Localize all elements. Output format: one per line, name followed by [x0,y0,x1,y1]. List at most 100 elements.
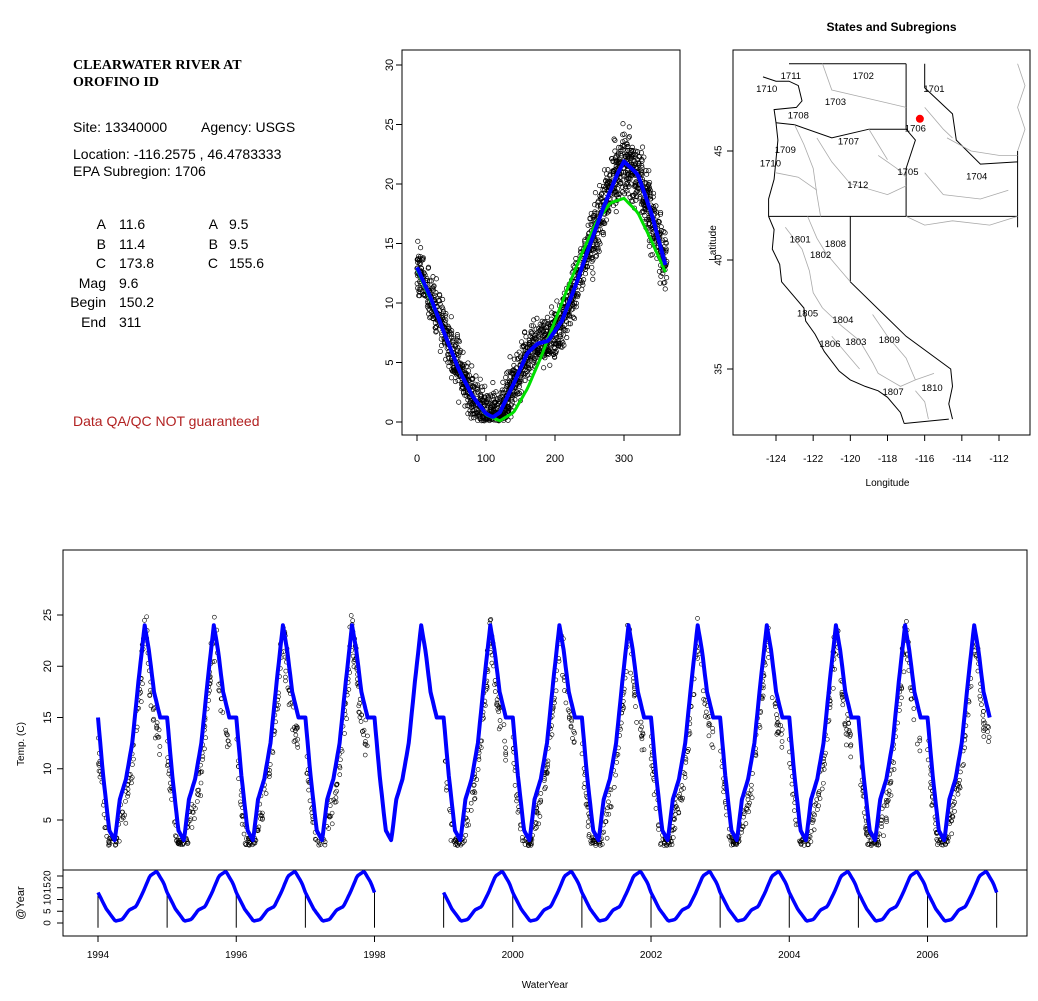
observed-point [775,730,780,735]
observed-point [121,815,126,821]
observed-point [322,842,328,848]
observed-point [899,695,904,701]
observed-point [199,769,205,775]
observed-point [658,842,663,847]
observed-point [686,747,691,752]
observed-point [342,731,347,736]
observed-point [107,840,112,846]
observed-point [503,752,509,757]
subregion-boundary [877,155,907,178]
scatter-point [658,210,664,216]
region-label: 1712 [847,180,868,191]
region-label: 1808 [825,239,846,250]
observed-point [346,687,352,692]
region-label: 1706 [905,123,926,134]
observed-point [956,781,961,786]
scatter-point [454,334,461,340]
coef-label: End [81,313,106,330]
scatter-point [443,311,449,317]
observed-point [104,834,110,839]
scatter-point [530,355,537,361]
fit-line-green [415,196,667,423]
scatter-point [616,157,622,163]
observed-point [156,734,162,740]
observed-point [520,838,525,844]
scatter-point [581,277,587,283]
observed-point [356,709,362,715]
observed-point [154,725,159,731]
observed-point [536,800,542,806]
scatter-point [544,314,550,320]
y-tick-label: 10 [42,763,54,775]
observed-point [475,767,481,772]
scatter-point [450,368,456,374]
scatter-point [590,276,596,282]
region-label: 1708 [788,110,809,121]
observed-point [885,799,890,804]
scatter-point [654,213,660,219]
scatter-point [531,317,537,323]
scatter-point [456,339,462,345]
plot-frame [401,49,681,436]
observed-point [744,806,749,811]
observed-point [535,810,541,816]
observed-point [774,721,780,726]
observed-point [588,841,594,846]
subregion-boundary [775,172,818,191]
scatter-point [614,158,620,164]
observed-point [350,618,356,623]
scatter-point [620,121,626,127]
observed-point [775,720,781,725]
observed-point [472,796,477,802]
observed-point [164,763,170,768]
observed-point [701,696,706,702]
observed-point [503,745,508,751]
scatter-point [465,411,471,417]
scatter-point [595,203,601,209]
coef-label: A [96,216,106,232]
region-label: 1806 [819,339,840,350]
scatter-point [637,194,643,200]
observed-point [695,616,700,621]
observed-point [888,779,894,784]
observed-point [247,842,252,848]
scatter-point [499,387,505,393]
observed-point [981,734,987,739]
observed-point [653,806,659,811]
scatter-point [452,378,458,385]
observed-point [949,831,955,837]
scatter-point [627,170,633,176]
scatter-point [662,237,668,243]
observed-point [356,703,362,709]
observed-point [667,842,672,848]
observed-point [603,819,608,825]
scatter-point [480,387,486,393]
observed-point [167,786,173,792]
coef-value: 150.2 [119,294,155,310]
scatter-point [639,209,645,215]
scatter-point [449,328,455,334]
map-frame [732,49,1031,436]
scatter-point [420,288,426,295]
scatter-point [604,175,610,181]
observed-point [328,798,334,803]
observed-point [809,829,814,834]
scatter-point [547,362,553,368]
scatter-point [427,315,433,321]
observed-point [743,821,749,826]
observed-point [986,739,991,744]
coef-label: Begin [70,294,106,310]
observed-point [815,807,820,812]
scatter-point [612,137,618,143]
scatter-point [616,144,622,151]
observed-point [444,787,449,793]
observed-point [212,614,217,620]
x-tick-label: 2004 [778,950,801,961]
observed-point [220,710,226,715]
scatter-point [500,379,506,385]
observed-point [483,703,488,708]
scatter-point [471,415,477,421]
observed-point [361,727,367,733]
observed-point [317,840,322,846]
y-tick-label: 0 [384,419,396,425]
